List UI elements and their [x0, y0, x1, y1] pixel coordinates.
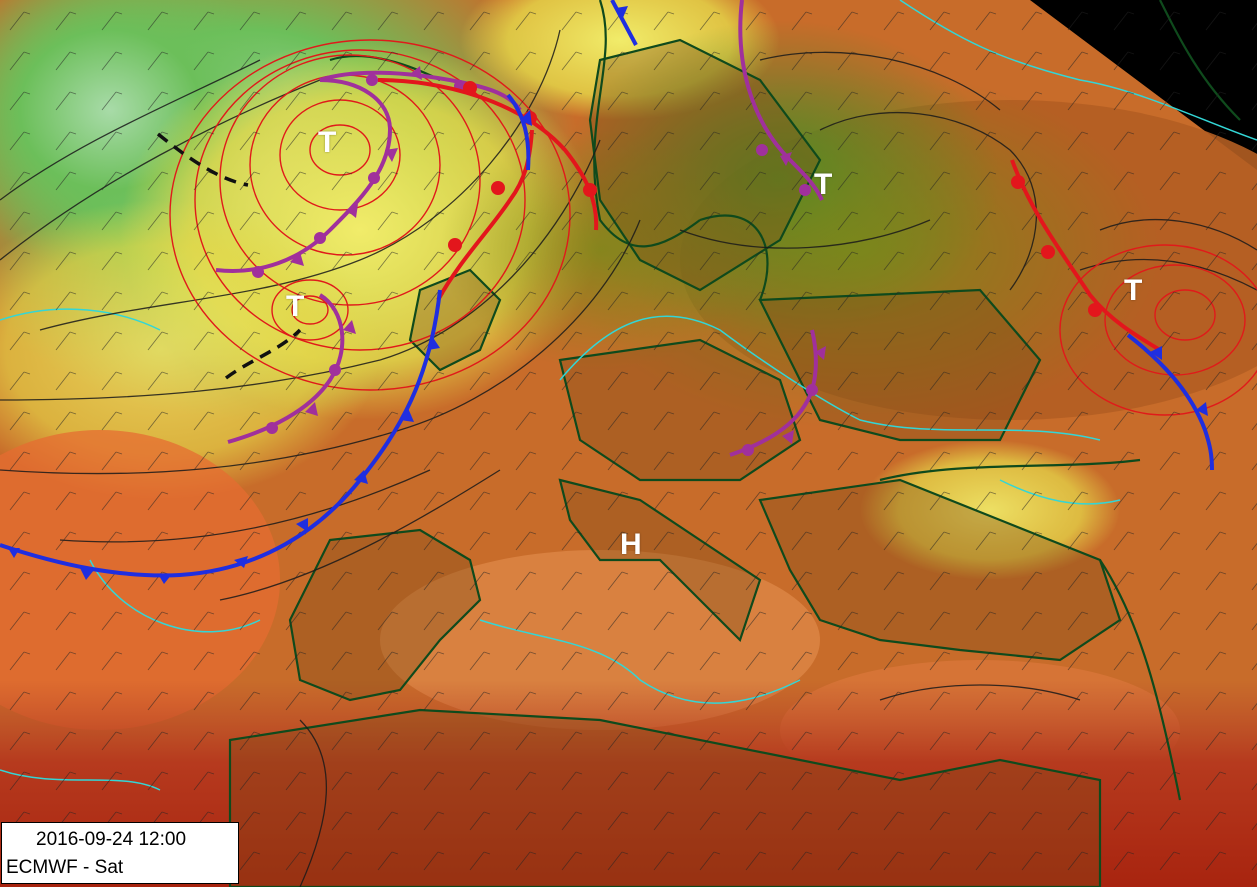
cold-front-symbols	[8, 6, 1208, 584]
low-pressure-label-russia: T	[1124, 274, 1143, 307]
low-pressure-label-iceland: T	[318, 126, 337, 159]
valid-datetime: 2016-09-24 12:00	[36, 829, 187, 850]
cold-fronts	[0, 0, 1214, 578]
high-pressure-label-alps: H	[620, 528, 642, 561]
occluded-front-symbols	[252, 66, 826, 456]
model-name: ECMWF - Sat	[6, 857, 124, 878]
low-pressure-label-finland: T	[814, 168, 833, 201]
trough-lines	[156, 132, 302, 380]
map-info-box: 2016-09-24 12:00 ECMWF - Sat	[1, 822, 239, 884]
warm-front-symbols	[448, 81, 1102, 317]
low-pressure-label-atlantic: T	[286, 290, 305, 323]
